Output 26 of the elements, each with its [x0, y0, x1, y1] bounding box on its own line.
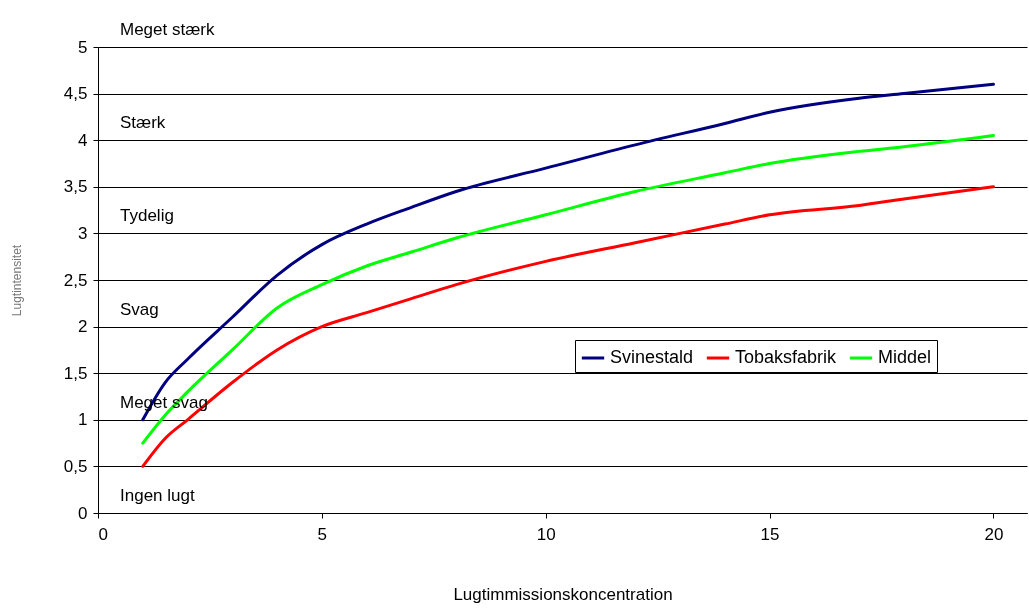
- y-tick-label: 2: [78, 317, 88, 337]
- y-tick-label: 0,5: [63, 456, 88, 476]
- y-tick-label: 4: [78, 130, 88, 150]
- y-tick-label: 3: [78, 223, 88, 243]
- annotation: Ingen lugt: [120, 486, 195, 505]
- x-tick-label: 0: [98, 524, 108, 544]
- y-tick-label: 2,5: [63, 270, 88, 290]
- text: Meget stærk: [120, 20, 215, 39]
- x-tick-label: 20: [984, 524, 1004, 544]
- x-tick-label: 10: [536, 524, 556, 544]
- y-axis-title: Lugtintensitet: [9, 244, 24, 317]
- y-tick-label: 5: [78, 37, 88, 57]
- annotation: Svag: [120, 299, 159, 319]
- x-tick-label: 5: [317, 524, 328, 544]
- y-tick-label: 1: [78, 410, 88, 430]
- annotation: Tydelig: [120, 206, 174, 226]
- annotation: Stærk: [120, 113, 166, 133]
- legend-label: Tobaksfabrik: [735, 347, 838, 367]
- y-tick-label: 3,5: [63, 177, 88, 197]
- y-tick-label: 4,5: [63, 84, 88, 104]
- y-tick-label: 0: [78, 503, 88, 523]
- x-tick-label: 15: [760, 524, 780, 544]
- legend-label: Svinestald: [610, 347, 694, 367]
- x-axis-title: Lugtimmissionskoncentration: [453, 584, 673, 604]
- y-tick-label: 1,5: [63, 363, 88, 383]
- legend-label: Middel: [878, 347, 932, 367]
